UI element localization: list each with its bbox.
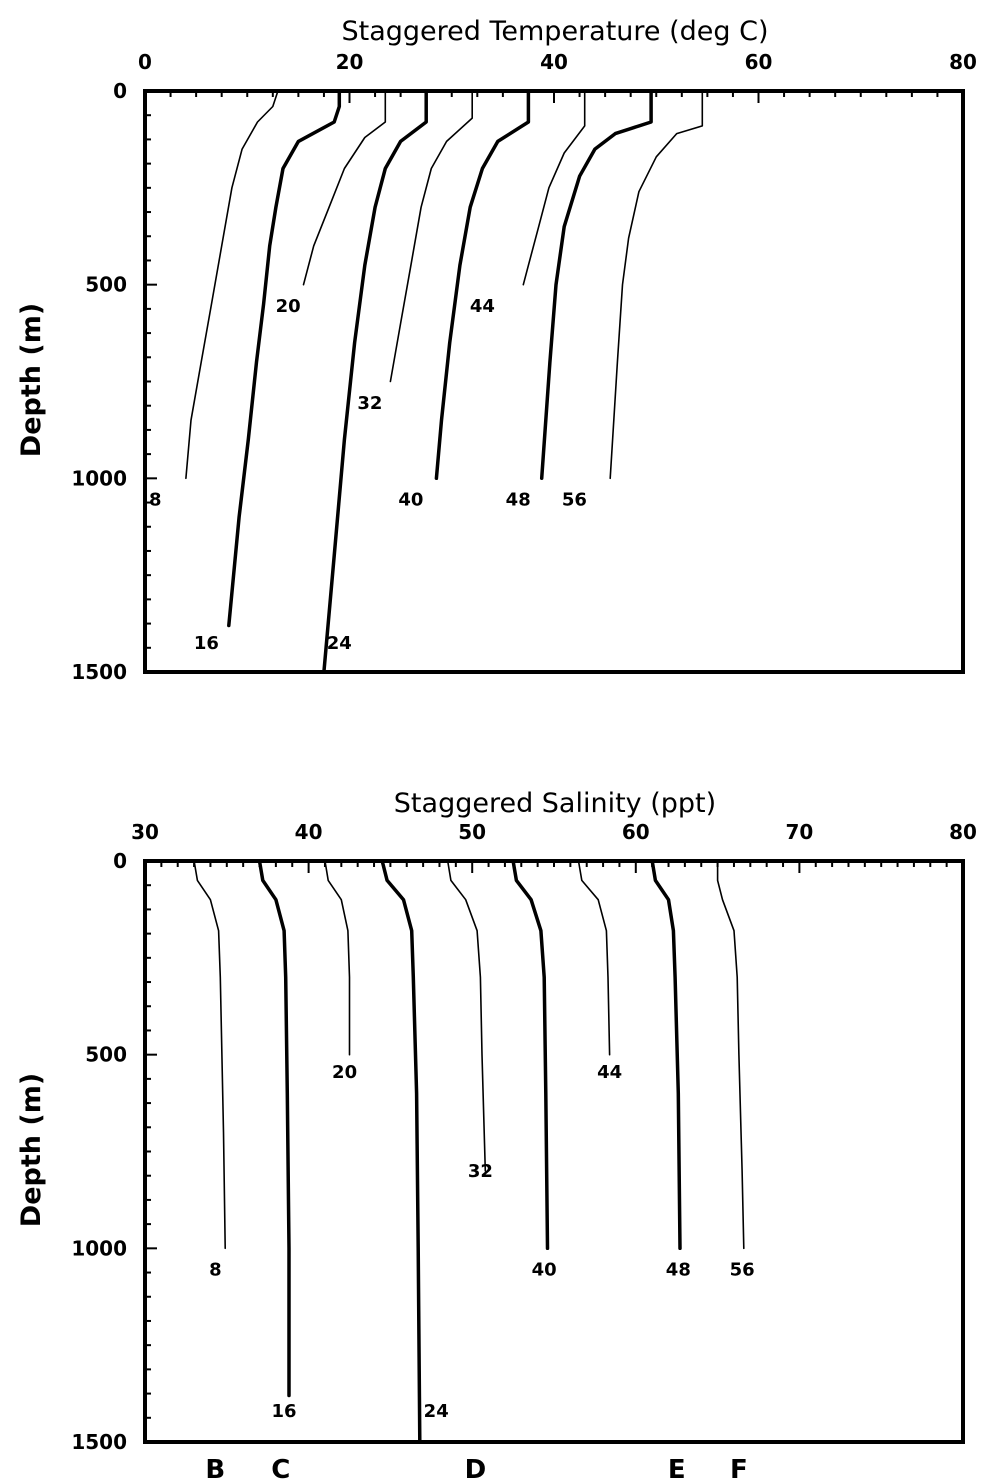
salinity-x-tick-label: 50 bbox=[458, 820, 486, 844]
temperature-series-label-56: 56 bbox=[562, 490, 587, 511]
salinity-series-line-44 bbox=[577, 860, 611, 1056]
salinity-series-line-24 bbox=[380, 859, 422, 1444]
temperature-series-line-20 bbox=[302, 90, 387, 286]
salinity-series-line-40 bbox=[511, 859, 550, 1251]
salinity-series-label-16: 16 bbox=[272, 1401, 297, 1422]
temperature-x-tick-label: 20 bbox=[336, 50, 364, 74]
salinity-series-label-8: 8 bbox=[209, 1260, 222, 1281]
salinity-y-tick-label: 500 bbox=[85, 1043, 127, 1067]
temperature-series-label-20: 20 bbox=[276, 296, 301, 317]
salinity-bottom-letter-D: D bbox=[465, 1455, 487, 1483]
salinity-series-line-48 bbox=[650, 859, 682, 1251]
temperature-series-label-16: 16 bbox=[194, 633, 219, 654]
temperature-series-line-24 bbox=[322, 89, 428, 674]
temperature-series-line-40 bbox=[434, 89, 531, 481]
temperature-panel: Staggered Temperature (deg C) Depth (m) … bbox=[16, 16, 977, 684]
salinity-series-label-40: 40 bbox=[532, 1260, 557, 1281]
salinity-series-label-24: 24 bbox=[424, 1401, 449, 1422]
salinity-series-label-44: 44 bbox=[597, 1062, 622, 1083]
salinity-series-label-32: 32 bbox=[468, 1161, 493, 1182]
temperature-series-label-44: 44 bbox=[470, 296, 495, 317]
temperature-series-line-48 bbox=[539, 89, 653, 481]
salinity-y-tick-label: 1500 bbox=[71, 1430, 127, 1454]
temperature-y-tick-label: 1000 bbox=[71, 466, 127, 490]
temperature-series-label-24: 24 bbox=[327, 633, 352, 654]
salinity-plot-frame bbox=[143, 859, 965, 1444]
temperature-series-label-40: 40 bbox=[398, 490, 423, 511]
temperature-x-tick-label: 0 bbox=[138, 50, 152, 74]
temperature-series-label-8: 8 bbox=[149, 490, 162, 511]
salinity-y-tick-label: 1000 bbox=[71, 1236, 127, 1260]
salinity-x-tick-label: 40 bbox=[295, 820, 323, 844]
temperature-y-tick-label: 1500 bbox=[71, 660, 127, 684]
salinity-series-label-48: 48 bbox=[666, 1260, 691, 1281]
salinity-x-tick-label: 30 bbox=[131, 820, 159, 844]
salinity-series-line-8 bbox=[193, 860, 226, 1250]
salinity-series-line-20 bbox=[324, 860, 351, 1056]
temperature-x-tick-label: 60 bbox=[745, 50, 773, 74]
salinity-series-line-16 bbox=[257, 859, 291, 1398]
temperature-series-label-48: 48 bbox=[506, 490, 531, 511]
salinity-panel: Staggered Salinity (ppt) Depth (m) 30 40 5… bbox=[16, 788, 977, 1483]
salinity-series-label-56: 56 bbox=[730, 1260, 755, 1281]
salinity-x-tick-label: 70 bbox=[785, 820, 813, 844]
salinity-x-tick-label: 60 bbox=[622, 820, 650, 844]
temperature-x-tick-label: 40 bbox=[540, 50, 568, 74]
salinity-bottom-letter-F: F bbox=[730, 1455, 748, 1483]
temperature-series-line-56 bbox=[609, 90, 704, 480]
temperature-title: Staggered Temperature (deg C) bbox=[341, 16, 768, 47]
temperature-x-tick-label: 80 bbox=[949, 50, 977, 74]
temperature-series-line-32 bbox=[389, 90, 473, 383]
salinity-bottom-letter-E: E bbox=[668, 1455, 686, 1483]
salinity-series-line-56 bbox=[716, 860, 745, 1250]
temperature-series-line-16 bbox=[227, 89, 342, 628]
salinity-bottom-letter-B: B bbox=[205, 1455, 225, 1483]
salinity-ylabel: Depth (m) bbox=[16, 1073, 47, 1227]
temperature-y-tick-label: 0 bbox=[113, 79, 127, 103]
temperature-ylabel: Depth (m) bbox=[16, 303, 47, 457]
temperature-y-tick-label: 500 bbox=[85, 273, 127, 297]
temperature-series-label-32: 32 bbox=[357, 393, 382, 414]
salinity-series-label-20: 20 bbox=[332, 1062, 357, 1083]
salinity-y-tick-label: 0 bbox=[113, 849, 127, 873]
salinity-series-line-32 bbox=[446, 860, 487, 1172]
temperature-series-line-8 bbox=[185, 90, 279, 480]
salinity-x-tick-label: 80 bbox=[949, 820, 977, 844]
salinity-title: Staggered Salinity (ppt) bbox=[394, 788, 716, 819]
salinity-bottom-letter-C: C bbox=[271, 1455, 290, 1483]
temperature-series-line-44 bbox=[522, 90, 586, 286]
